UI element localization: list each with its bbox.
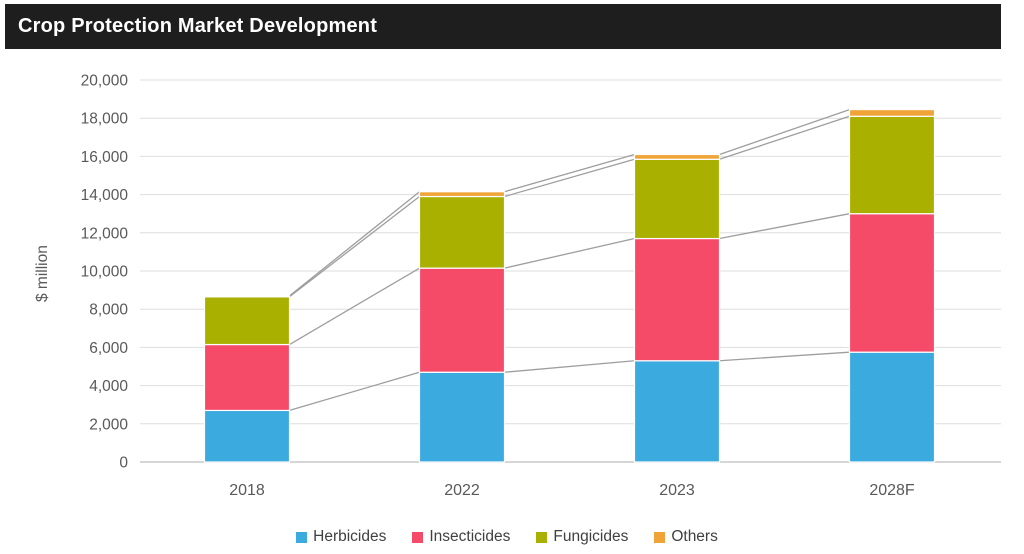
chart-legend: Herbicides Insecticides Fungicides Others — [0, 526, 1014, 548]
legend-swatch-icon — [412, 531, 424, 543]
series-line-insecticides — [504, 237, 635, 269]
y-tick-label: 8,000 — [89, 302, 128, 319]
legend-item-fungicides: Fungicides — [536, 528, 628, 546]
legend-swatch-icon — [654, 531, 666, 543]
legend-label: Others — [671, 528, 718, 545]
bar-segment-insecticides-2023 — [633, 237, 721, 362]
x-axis-label: 2023 — [659, 482, 695, 499]
series-line-herbicides — [504, 360, 635, 373]
series-line-fungicides — [289, 195, 420, 298]
bar-segment-others-2028F — [848, 109, 936, 117]
y-tick-label: 2,000 — [89, 416, 128, 433]
series-line-herbicides — [719, 351, 850, 362]
y-tick-label: 0 — [119, 455, 128, 472]
bar-segment-fungicides-2028F — [848, 115, 936, 215]
y-tick-label: 6,000 — [89, 340, 128, 357]
bar-segment-herbicides-2023 — [633, 360, 721, 463]
series-line-others — [289, 191, 420, 297]
legend-item-herbicides: Herbicides — [296, 528, 386, 546]
y-tick-label: 4,000 — [89, 378, 128, 395]
page-title: Crop Protection Market Development — [18, 15, 378, 37]
series-line-others — [504, 153, 635, 193]
bar-segment-others-2022 — [418, 191, 506, 198]
bar-segment-fungicides-2022 — [418, 195, 506, 269]
bar-segment-fungicides-2023 — [633, 158, 721, 240]
legend-label: Insecticides — [429, 528, 511, 545]
series-line-others — [719, 108, 850, 156]
legend-swatch-icon — [536, 531, 548, 543]
bar-segment-herbicides-2018 — [203, 409, 291, 463]
x-axis-label: 2022 — [444, 482, 480, 499]
series-line-insecticides — [719, 213, 850, 240]
bar-segment-fungicides-2018 — [203, 296, 291, 346]
series-line-fungicides — [504, 158, 635, 198]
bar-segment-herbicides-2022 — [418, 371, 506, 463]
y-tick-label: 16,000 — [81, 149, 129, 166]
x-axis-label: 2028F — [869, 482, 915, 499]
series-line-insecticides — [289, 267, 420, 346]
bar-segment-others-2018 — [203, 295, 291, 298]
y-tick-label: 12,000 — [81, 225, 129, 242]
x-axis-label: 2018 — [229, 482, 265, 499]
bar-segment-insecticides-2018 — [203, 343, 291, 412]
y-tick-label: 10,000 — [81, 264, 129, 281]
series-line-fungicides — [719, 115, 850, 160]
legend-item-insecticides: Insecticides — [412, 528, 510, 546]
title-bar: Crop Protection Market Development — [5, 4, 1001, 49]
y-tick-label: 20,000 — [81, 73, 129, 90]
legend-label: Fungicides — [553, 528, 629, 545]
bar-segment-insecticides-2028F — [848, 213, 936, 353]
y-tick-label: 14,000 — [81, 187, 129, 204]
bar-segment-insecticides-2022 — [418, 267, 506, 373]
bar-segment-others-2023 — [633, 153, 721, 160]
legend-swatch-icon — [296, 531, 308, 543]
legend-item-others: Others — [654, 528, 718, 546]
bar-segment-herbicides-2028F — [848, 351, 936, 463]
legend-label: Herbicides — [313, 528, 387, 545]
series-line-herbicides — [289, 371, 420, 412]
y-tick-label: 18,000 — [81, 111, 129, 128]
